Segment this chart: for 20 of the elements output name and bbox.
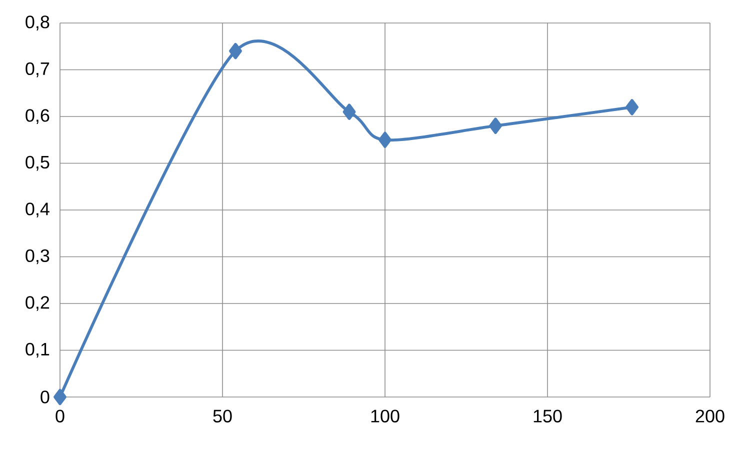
point (626, 99, 638, 116)
x-tick-label: 50 (213, 410, 232, 422)
x-tick-label: 100 (371, 410, 400, 422)
x-tick-label: 150 (534, 410, 562, 422)
y-tick-label: 0,1 (26, 342, 50, 358)
x-tick-label: 200 (696, 410, 724, 422)
point (342, 104, 356, 120)
y-tick-label: 0,3 (26, 249, 50, 264)
y-tick-label: 0,2 (26, 296, 50, 311)
point (229, 42, 242, 60)
y-tick-label: 0,8 (26, 16, 50, 30)
point (54, 388, 66, 406)
y-tick-label: 0,5 (26, 156, 50, 171)
point (378, 132, 392, 148)
x-tick-label: 0 (56, 410, 64, 422)
point (489, 118, 502, 134)
y-tick-label: 0,6 (26, 109, 50, 124)
y-tick-label: 0,7 (26, 62, 50, 78)
y-tick-label: 0 (40, 390, 50, 404)
y-tick-label: 0,4 (26, 202, 50, 218)
